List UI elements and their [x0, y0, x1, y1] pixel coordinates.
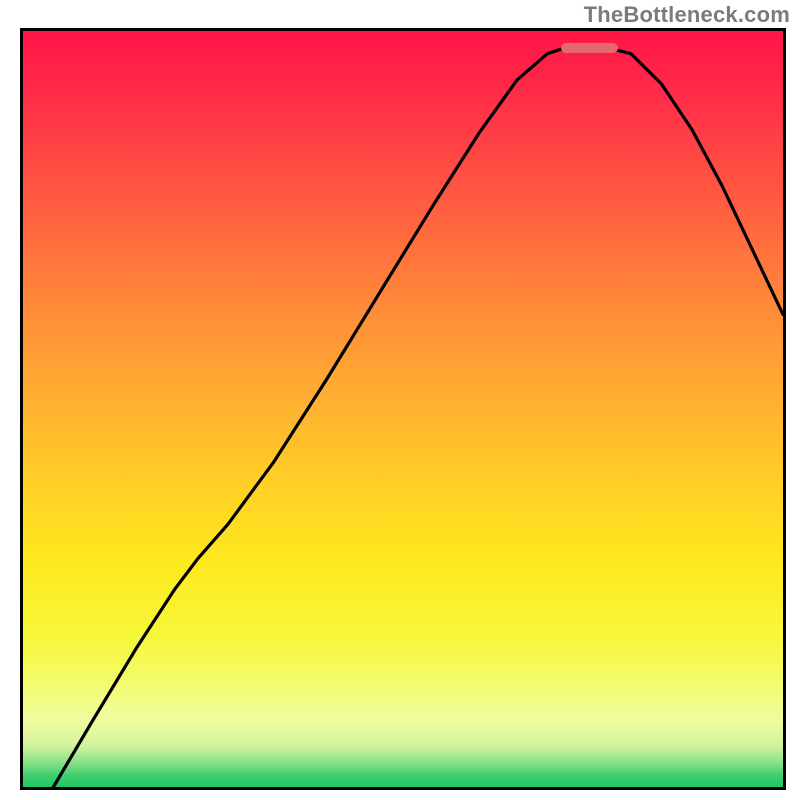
chart-canvas: TheBottleneck.com	[0, 0, 800, 800]
plot-frame	[20, 28, 786, 790]
